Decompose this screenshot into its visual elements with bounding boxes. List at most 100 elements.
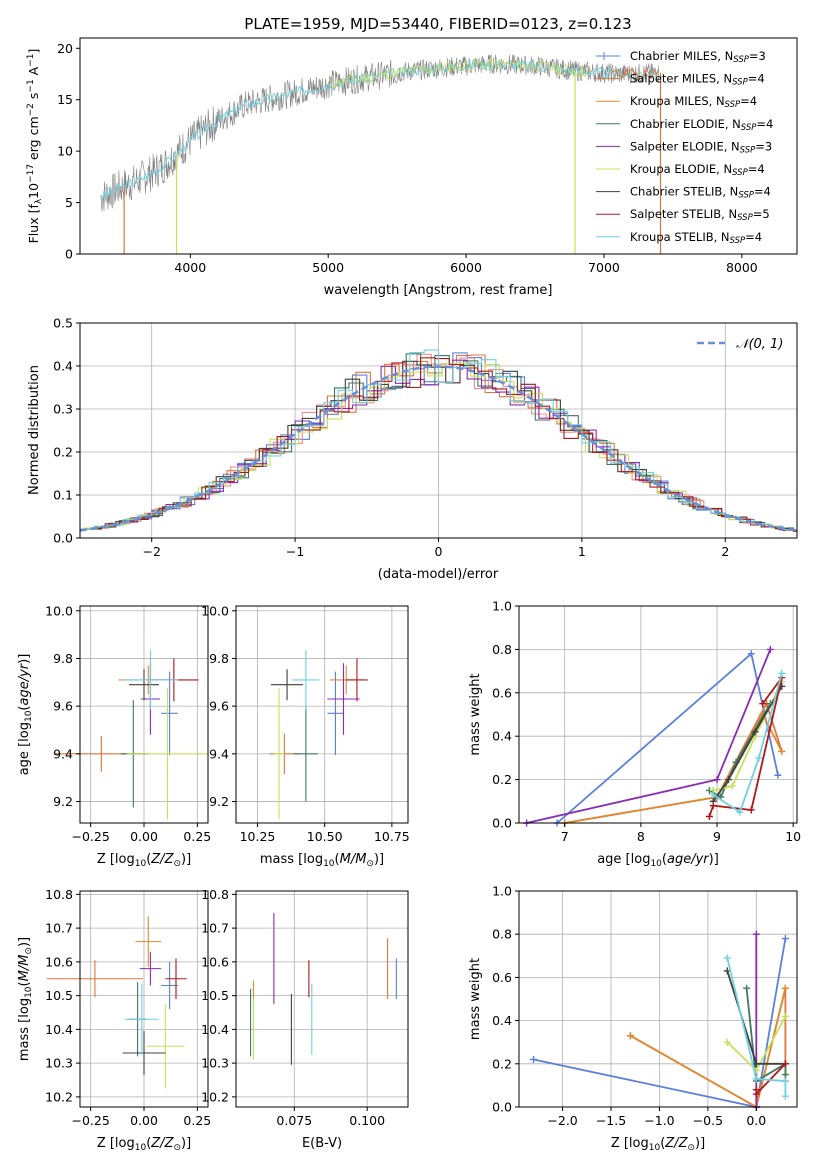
label-part: 10: [24, 986, 34, 998]
weight-marker: [759, 700, 767, 708]
xtick-label: −0.25: [72, 1113, 110, 1128]
weight-marker: [778, 669, 786, 677]
legend-count: =3: [755, 139, 772, 153]
legend-count: =4: [745, 230, 762, 244]
weight-marker: [781, 1071, 789, 1079]
ytick-label: 10.3: [201, 1056, 229, 1071]
residual-xtick-label: −2: [142, 544, 160, 559]
weight-series: [745, 988, 787, 1083]
label-part: Z/Z: [150, 1136, 174, 1151]
label-part: )]: [17, 654, 32, 664]
ytick-label: 10.5: [45, 988, 73, 1003]
label-part: )]: [181, 1136, 191, 1151]
ytick-label: 10.6: [45, 954, 73, 969]
legend-label: Kroupa ELODIE, NSSP=4: [630, 162, 765, 178]
legend-count: =4: [756, 117, 773, 131]
legend-label: Chabrier ELODIE, NSSP=4: [630, 117, 773, 133]
legend-count: =3: [749, 49, 766, 63]
spectrum-xtick-label: 4000: [174, 260, 206, 275]
legend-label: Salpeter ELODIE, NSSP=3: [630, 139, 772, 155]
weight-marker: [778, 747, 786, 755]
label-part: 10: [323, 859, 335, 869]
legend-label: Salpeter STELIB, NSSP=5: [630, 207, 770, 223]
label-part: 10: [135, 1143, 147, 1153]
label-part: )]: [374, 852, 384, 867]
label-part: ⊙: [173, 1143, 181, 1153]
xtick-label: 8: [637, 829, 645, 844]
label-part: ⊙: [687, 1143, 695, 1153]
spectrum-axes: 4000 5000 6000 7000 8000 0 5 10 15 20: [57, 41, 758, 275]
ytick-label: 10.0: [45, 603, 73, 618]
label-part: (: [17, 706, 32, 711]
model-spectrum: [100, 58, 659, 201]
label-part: mass [log: [260, 852, 323, 867]
weight-marker: [747, 806, 755, 814]
mass-ylabel: mass [log10(M/M⊙)]: [17, 937, 34, 1061]
label-part: 10: [649, 1143, 661, 1153]
weight-marker: [781, 984, 789, 992]
label-part: Z [log: [97, 1136, 135, 1151]
legend-subscript: SSP: [741, 123, 757, 133]
label-part: 10: [24, 710, 34, 722]
z-xlabel: Z [log10(Z/Z⊙)]: [97, 1136, 191, 1153]
label-part: (: [146, 1136, 151, 1151]
ytick-label: 10.4: [45, 1022, 73, 1037]
label-part: (: [335, 852, 340, 867]
xtick-label: 0.075: [276, 1113, 312, 1128]
weight-marker: [781, 935, 789, 943]
weight-marker: [723, 954, 731, 962]
xtick-label: 7: [561, 829, 569, 844]
ebv-xlabel: E(B-V): [302, 1136, 342, 1151]
weight-marker: [781, 1092, 789, 1100]
residual-ytick-label: 0.5: [53, 316, 73, 331]
legend-label: Salpeter MILES, NSSP=4: [630, 72, 765, 88]
weight-marker: [781, 1077, 789, 1085]
label-part: )]: [181, 852, 191, 867]
label-part: ⊙: [366, 859, 374, 869]
label-part: mass [log: [17, 998, 32, 1061]
legend-subscript: SSP: [740, 145, 756, 155]
xtick-label: 10.50: [307, 829, 343, 844]
age-xlabel: age [log10(age/yr)]: [597, 852, 719, 869]
residual-xtick-label: −1: [286, 544, 304, 559]
label-part: M/M: [340, 852, 367, 867]
normal-legend-label: 𝒩(0, 1): [736, 337, 783, 352]
legend-subscript: SSP: [737, 213, 753, 223]
xtick-label: −0.25: [72, 829, 110, 844]
legend-subscript: SSP: [725, 100, 741, 110]
legend-subscript: SSP: [733, 55, 749, 65]
legend-subscript: SSP: [732, 78, 748, 88]
ytick-label: 10.0: [201, 603, 229, 618]
age-z-panel: −0.25 0.00 0.259.29.49.69.810.0Z [log10(Z/…: [17, 603, 211, 869]
weight-marker: [752, 1075, 760, 1083]
xtick-label: 0.0: [746, 1113, 766, 1128]
ytick-label: 10.8: [201, 887, 229, 902]
plot-content: [523, 645, 786, 827]
ytick-label: 9.2: [209, 794, 229, 809]
model-spectrum-miles: [610, 67, 660, 80]
ytick-label: 9.2: [53, 794, 73, 809]
xtick-label: 9: [713, 829, 721, 844]
mass-xlabel: mass [log10(M/M⊙)]: [260, 852, 384, 869]
xtick-label: −1.0: [644, 1113, 674, 1128]
z-xlabel: Z [log10(Z/Z⊙)]: [97, 852, 191, 869]
legend-count: =4: [748, 72, 765, 86]
label-part: ⊙: [24, 947, 34, 955]
axes-frame: [235, 890, 409, 1108]
weight-marker: [766, 645, 774, 653]
weight-marker: [626, 1032, 634, 1040]
xtick-label: 0.00: [130, 1113, 158, 1128]
ytick-label: 1.0: [492, 884, 512, 899]
ytick-label: 0.6: [492, 970, 512, 985]
axes-frame: [235, 605, 409, 824]
weight-series: [712, 685, 783, 802]
weight-marker: [781, 1012, 789, 1020]
label-part: age [log: [17, 722, 32, 775]
xtick-label: 10.75: [374, 829, 410, 844]
age-mass-panel: 10.25 10.50 10.75 9.2 9.4 9.6 9.8 10.0 mass [log…: [201, 603, 410, 869]
ytick-label: 9.6: [53, 699, 73, 714]
axes-frame: [518, 890, 798, 1108]
spectrum-ytick-label: 15: [57, 92, 73, 107]
spectrum-ytick-label: 5: [65, 195, 73, 210]
